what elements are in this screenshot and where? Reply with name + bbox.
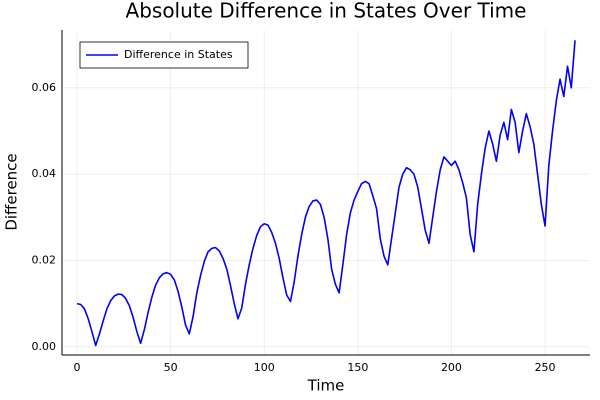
x-axis-label: Time xyxy=(307,377,345,395)
x-tick-label: 250 xyxy=(535,361,556,374)
line xyxy=(76,40,576,347)
x-tick-label: 100 xyxy=(254,361,275,374)
x-tick-label: 150 xyxy=(347,361,368,374)
y-axis-label: Difference xyxy=(3,153,21,230)
x-tick-label: 0 xyxy=(73,361,80,374)
x-tick-label: 200 xyxy=(441,361,462,374)
legend-label: Difference in States xyxy=(124,48,233,61)
y-tick-label: 0.02 xyxy=(32,253,57,266)
y-tick-label: 0.06 xyxy=(32,81,57,94)
y-tick-label: 0.04 xyxy=(32,167,57,180)
chart-title: Absolute Difference in States Over Time xyxy=(126,0,527,23)
y-tick-label: 0.00 xyxy=(32,340,57,353)
x-tick-label: 50 xyxy=(164,361,178,374)
